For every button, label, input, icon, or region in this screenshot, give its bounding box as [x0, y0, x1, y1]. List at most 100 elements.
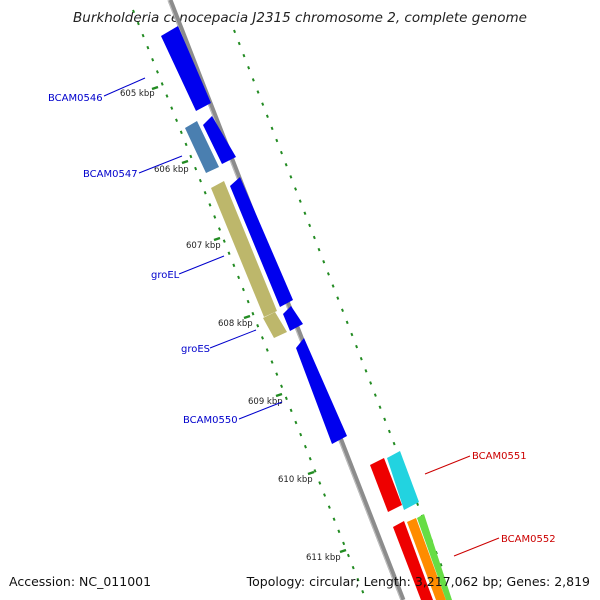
scale-tick	[312, 235, 316, 240]
accession-text: Accession: NC_011001	[9, 574, 152, 589]
scale-tick	[203, 191, 207, 195]
scale-major-tick	[151, 85, 159, 91]
gene-label-bcam0551[interactable]: BCAM0551	[472, 451, 527, 462]
scale-tick	[270, 360, 274, 364]
scale-major-tick	[213, 236, 221, 242]
scale-tick	[294, 420, 298, 425]
gene-label-bcam0550[interactable]: BCAM0550	[183, 415, 238, 426]
scale-tick	[275, 372, 279, 376]
gene-groel[interactable]	[211, 181, 277, 317]
gene-label-bcam0552[interactable]: BCAM0552	[501, 534, 556, 545]
scale-tick	[355, 344, 359, 349]
gene-bcam0546-strand-b[interactable]	[203, 116, 236, 164]
scale-tick	[165, 94, 169, 98]
scale-tick	[242, 53, 246, 58]
gene-bcam0552-green[interactable]	[417, 514, 452, 600]
scale-tick	[170, 106, 174, 110]
map-title: Burkholderia cenocepacia J2315 chromosom…	[73, 10, 527, 26]
scale-tick	[194, 166, 198, 171]
scale-major-tick	[307, 470, 315, 476]
scale-tick	[323, 493, 327, 497]
scale-tick	[284, 162, 288, 167]
gene-label-bcam0546[interactable]: BCAM0546	[48, 93, 103, 104]
scale-tick	[198, 178, 202, 183]
scale-tick	[237, 41, 241, 46]
scale-tick	[179, 130, 183, 135]
gene-groes-strand[interactable]	[283, 306, 303, 331]
gene-bcam0551-red[interactable]	[370, 458, 402, 512]
scale-tick	[337, 529, 341, 534]
scale-ticks	[132, 9, 443, 594]
gene-bcam0552[interactable]	[407, 518, 446, 600]
scale-tick	[213, 215, 217, 219]
scale-tick	[218, 227, 221, 231]
gene-bcam0548[interactable]	[230, 177, 293, 307]
gene-label-groel[interactable]: groEL	[151, 270, 180, 281]
scale-tick	[439, 563, 443, 567]
scale-tick	[275, 138, 279, 143]
scale-tick	[289, 175, 293, 179]
scale-tick	[299, 432, 303, 437]
scale-tick	[294, 187, 298, 191]
scale-tick	[345, 320, 349, 325]
scale-tick	[289, 408, 293, 413]
scale-label: 606 kbp	[154, 165, 189, 175]
scale-label: 610 kbp	[278, 475, 313, 485]
scale-tick	[284, 396, 288, 401]
scale-tick	[378, 405, 382, 409]
scale-tick	[260, 336, 264, 340]
scale-tick	[364, 369, 368, 373]
scale-tick	[308, 457, 312, 461]
scale-tick	[251, 78, 255, 82]
scale-tick	[189, 154, 193, 159]
gene-bcam0547[interactable]	[185, 121, 219, 173]
scale-tick	[298, 199, 302, 203]
scale-tick	[346, 553, 350, 558]
scale-tick	[241, 287, 245, 292]
gene-bcam0546-strand-a[interactable]	[161, 26, 211, 111]
gene-bcam0551[interactable]	[387, 451, 419, 510]
gene-label-bcam0547[interactable]: BCAM0547	[83, 169, 138, 180]
leader-bcam0550	[238, 401, 283, 420]
scale-tick	[332, 517, 336, 521]
scale-label: 605 kbp	[120, 89, 155, 99]
scale-major-tick	[243, 314, 251, 320]
scale-tick	[247, 66, 251, 70]
gene-label-groes[interactable]: groES	[181, 344, 210, 355]
scale-tick	[369, 381, 373, 385]
gene-groes[interactable]	[263, 312, 287, 338]
scale-tick	[351, 565, 355, 570]
scale-tick	[280, 150, 283, 155]
scale-tick	[308, 223, 312, 228]
scale-tick	[261, 102, 265, 106]
scale-tick	[251, 311, 255, 316]
scale-tick	[222, 239, 226, 243]
scale-tick	[233, 29, 237, 34]
scale-tick	[155, 70, 159, 74]
leader-groel	[178, 255, 225, 275]
scale-tick	[175, 118, 179, 122]
scale-tick	[280, 384, 284, 388]
scale-tick	[184, 142, 188, 147]
gene-bcam0550[interactable]	[296, 338, 347, 444]
scale-tick	[141, 33, 145, 38]
scale-tick	[383, 417, 387, 422]
scale-tick	[303, 444, 307, 449]
leader-groes	[209, 329, 257, 349]
scale-tick	[232, 263, 236, 268]
scale-tick	[256, 324, 260, 328]
topology-text: Topology: circular; Length: 3,217,062 bp…	[246, 574, 590, 589]
scale-tick	[416, 502, 420, 506]
scale-tick	[151, 57, 155, 62]
scale-tick	[361, 590, 365, 594]
scale-tick	[341, 308, 344, 312]
leader-bcam0546	[103, 77, 146, 97]
scale-tick	[303, 211, 307, 216]
scale-label: 609 kbp	[248, 397, 283, 407]
scale-tick	[208, 203, 212, 207]
gene-bcam0552-red[interactable]	[393, 521, 433, 600]
leader-bcam0551	[424, 455, 471, 475]
scale-tick	[387, 429, 391, 434]
scale-tick	[359, 356, 363, 361]
